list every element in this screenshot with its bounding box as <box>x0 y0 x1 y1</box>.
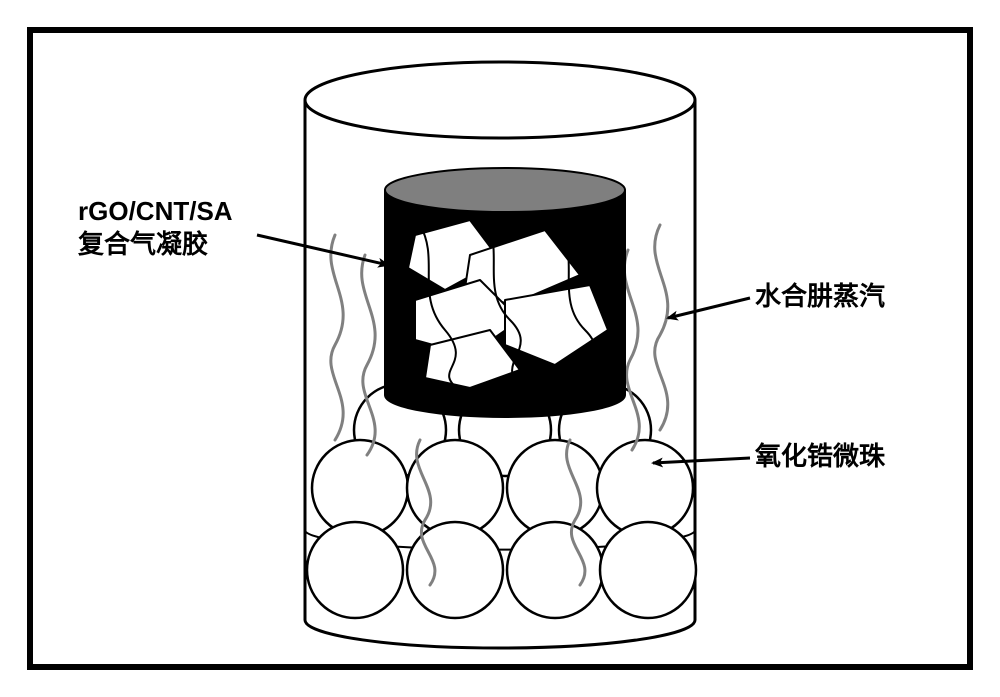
label-hydrazine-vapor: 水合肼蒸汽 <box>755 280 885 313</box>
label-aerogel: rGO/CNT/SA 复合气凝胶 <box>78 195 233 260</box>
aerogel-cylinder <box>385 168 625 417</box>
label-zirconia-beads: 氧化锆微珠 <box>755 440 885 473</box>
diagram-svg <box>0 0 1000 697</box>
stage: rGO/CNT/SA 复合气凝胶 水合肼蒸汽 氧化锆微珠 <box>0 0 1000 697</box>
